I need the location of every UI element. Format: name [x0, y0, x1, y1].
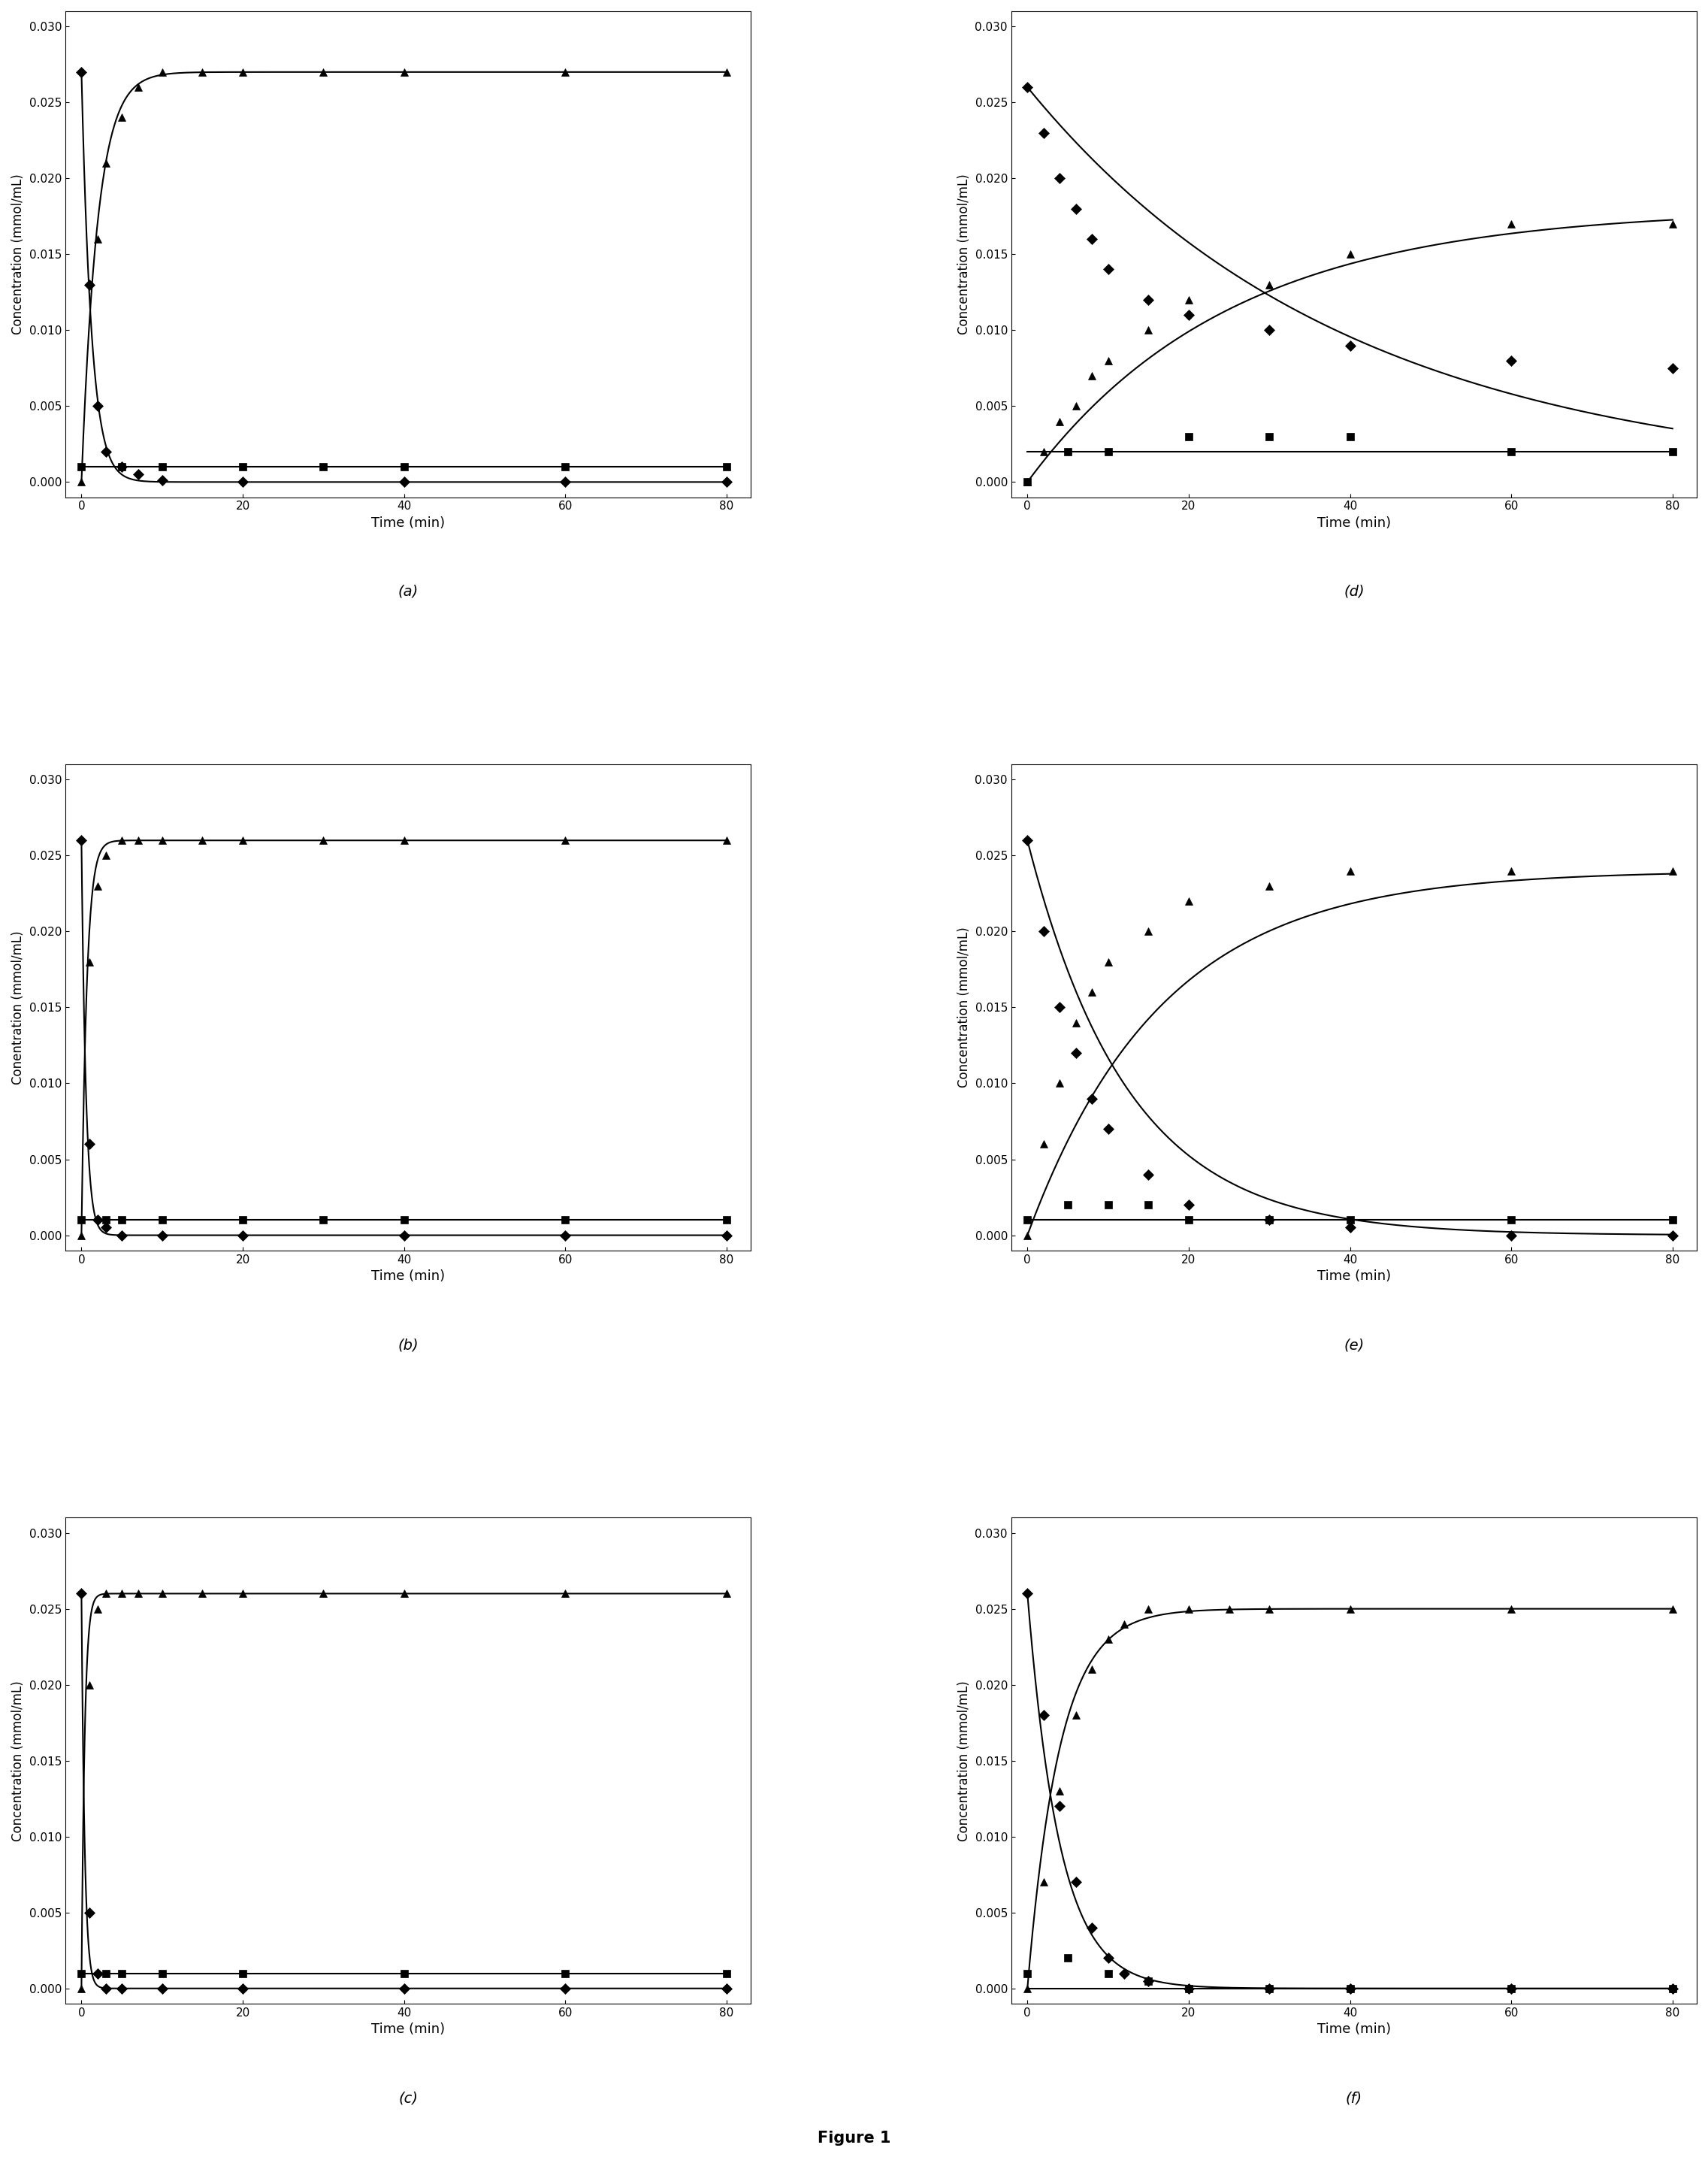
- X-axis label: Time (min): Time (min): [371, 517, 444, 530]
- Text: (c): (c): [398, 2092, 418, 2105]
- X-axis label: Time (min): Time (min): [1317, 1268, 1390, 1284]
- Text: (f): (f): [1346, 2092, 1363, 2105]
- Text: (b): (b): [398, 1338, 418, 1353]
- Text: (e): (e): [1344, 1338, 1365, 1353]
- Y-axis label: Concentration (mmol/mL): Concentration (mmol/mL): [956, 1681, 970, 1842]
- X-axis label: Time (min): Time (min): [1317, 517, 1390, 530]
- X-axis label: Time (min): Time (min): [371, 1268, 444, 1284]
- Text: Figure 1: Figure 1: [818, 2131, 890, 2146]
- Y-axis label: Concentration (mmol/mL): Concentration (mmol/mL): [12, 174, 26, 334]
- X-axis label: Time (min): Time (min): [371, 2022, 444, 2035]
- Y-axis label: Concentration (mmol/mL): Concentration (mmol/mL): [956, 174, 970, 334]
- Text: (a): (a): [398, 584, 418, 599]
- Y-axis label: Concentration (mmol/mL): Concentration (mmol/mL): [956, 927, 970, 1088]
- X-axis label: Time (min): Time (min): [1317, 2022, 1390, 2035]
- Text: (d): (d): [1344, 584, 1365, 599]
- Y-axis label: Concentration (mmol/mL): Concentration (mmol/mL): [12, 1681, 26, 1842]
- Y-axis label: Conentration (mmol/mL): Conentration (mmol/mL): [12, 930, 26, 1084]
